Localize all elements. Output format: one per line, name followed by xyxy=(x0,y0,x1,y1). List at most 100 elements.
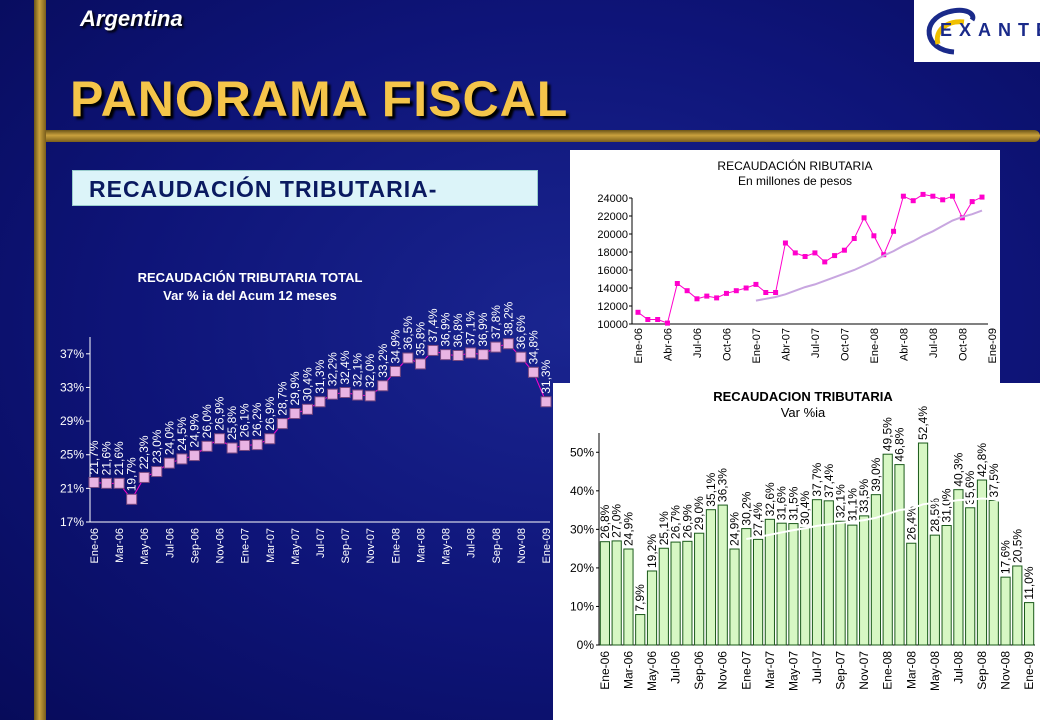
chart3-data-label: 29,0% xyxy=(692,496,706,530)
chart1-point xyxy=(264,433,276,445)
chart3-data-label: 31,6% xyxy=(775,486,789,520)
chart1-x-tick-label: Sep-08 xyxy=(491,528,503,563)
chart3-x-tick-label: Jul-06 xyxy=(669,651,683,684)
chart1-y-tick-label: 17% xyxy=(60,515,84,529)
chart3-data-label: 36,3% xyxy=(716,468,730,502)
chart3-y-tick-label: 0% xyxy=(577,638,595,652)
chart2-y-tick-label: 16000 xyxy=(597,265,628,277)
chart2-x-tick-label: Jul-06 xyxy=(692,328,704,358)
chart2-point xyxy=(684,288,690,294)
chart1-point xyxy=(502,338,514,350)
chart1-data-label: 26,2% xyxy=(250,402,264,436)
chart3-data-label: 49,5% xyxy=(881,417,895,451)
country-label: Argentina xyxy=(80,6,183,31)
chart3-x-tick-label: Mar-06 xyxy=(621,651,635,689)
chart3-subtitle: Var %ia xyxy=(781,405,826,420)
chart1-data-label: 23,0% xyxy=(150,429,164,463)
chart3-data-label: 28,5% xyxy=(928,498,942,532)
chart2-y-tick-label: 24000 xyxy=(597,193,628,205)
chart3-data-label: 17,6% xyxy=(999,540,1013,574)
chart1-x-tick-label: Jul-08 xyxy=(466,528,478,558)
chart3-data-label: 40,3% xyxy=(951,452,965,486)
chart2-y-tick-label: 12000 xyxy=(597,301,628,313)
chart2-x-tick-label: Oct-08 xyxy=(957,328,969,361)
chart3-data-label: 27,4% xyxy=(751,502,765,536)
chart2-point xyxy=(900,193,906,199)
chart1-point xyxy=(402,352,414,364)
chart3-bar xyxy=(847,524,858,646)
chart3-bar xyxy=(835,520,846,646)
chart1-y-tick-label: 33% xyxy=(60,380,84,394)
chart2-y-tick-label: 22000 xyxy=(597,211,628,223)
chart3-data-label: 26,4% xyxy=(904,506,918,540)
chart1-point xyxy=(314,396,326,408)
chart1-data-label: 38,2% xyxy=(501,301,515,335)
chart3-bar xyxy=(823,500,834,646)
chart1-data-label: 24,0% xyxy=(162,421,176,455)
chart2-point xyxy=(861,215,867,221)
chart1-point xyxy=(540,396,552,408)
chart1-data-label: 32,4% xyxy=(338,350,352,384)
gold-vertical-bar xyxy=(34,0,46,720)
chart1-point xyxy=(327,388,339,400)
chart2-y-tick-label: 10000 xyxy=(597,319,628,331)
chart3-bar xyxy=(1024,602,1035,646)
chart1-point xyxy=(440,349,452,361)
chart1-point xyxy=(389,365,401,377)
chart1-data-label: 28,7% xyxy=(275,381,289,415)
chart1-point xyxy=(239,439,251,451)
chart3-bar xyxy=(906,542,917,646)
chart3-data-label: 24,9% xyxy=(621,512,635,546)
chart1-x-tick-label: Ene-09 xyxy=(541,528,553,563)
chart1-point xyxy=(427,344,439,356)
chart3-bar xyxy=(752,538,764,646)
chart3-x-tick-label: Mar-07 xyxy=(763,651,777,689)
chart3-data-label: 20,5% xyxy=(1010,529,1024,563)
chart3-data-label: 46,8% xyxy=(892,427,906,461)
chart1-point xyxy=(151,466,163,478)
chart1-point xyxy=(113,477,125,489)
chart2-title: RECAUDACIÓN RIBUTARIA xyxy=(717,158,872,173)
chart2-x-tick-label: Abr-06 xyxy=(662,328,674,361)
chart3-bar xyxy=(1012,565,1023,646)
chart2-point xyxy=(950,193,956,199)
chart3-data-label: 30,4% xyxy=(798,490,812,524)
chart3-data-label: 26,7% xyxy=(669,505,683,539)
chart3-data-label: 7,9% xyxy=(633,584,647,612)
chart3-data-label: 31,0% xyxy=(940,488,954,522)
chart2-x-tick-label: Oct-07 xyxy=(839,328,851,361)
chart-variacion-interanual: RECAUDACION TRIBUTARIA Var %ia 0% 10% 20% 3… xyxy=(553,383,1040,720)
chart3-data-label: 26,9% xyxy=(680,504,694,538)
chart1-point xyxy=(490,341,502,353)
chart1-x-tick-label: Ene-07 xyxy=(240,528,252,563)
chart1-x-tick-label: May-08 xyxy=(441,528,453,565)
chart1-data-label: 34,8% xyxy=(526,330,540,364)
gold-horizontal-bar xyxy=(46,130,1040,142)
chart1-title: RECAUDACIÓN TRIBUTARIA TOTAL xyxy=(138,270,363,285)
chart2-point xyxy=(635,309,641,315)
chart2-point xyxy=(910,198,916,204)
chart3-x-tick-label: Ene-09 xyxy=(1022,651,1036,690)
chart2-point xyxy=(782,240,788,246)
chart3-data-label: 25,1% xyxy=(657,511,671,545)
chart1-point xyxy=(276,418,288,430)
chart2-point xyxy=(930,193,936,199)
chart3-data-label: 33,5% xyxy=(857,479,871,513)
chart3-data-label: 37,5% xyxy=(987,463,1001,497)
chart3-bar xyxy=(635,614,646,646)
chart3-bar xyxy=(870,494,882,646)
chart1-point xyxy=(477,349,489,361)
chart3-bar xyxy=(929,534,940,646)
chart3-bar xyxy=(599,541,610,646)
chart2-trend-line xyxy=(755,209,983,302)
chart3-data-label: 31,1% xyxy=(845,488,859,522)
chart2-x-tick-label: Jul-07 xyxy=(810,328,822,358)
chart2-point xyxy=(694,296,700,302)
chart2-point xyxy=(664,320,670,326)
chart2-x-tick-label: Ene-07 xyxy=(751,328,763,363)
chart1-x-tick-label: Nov-07 xyxy=(365,528,377,563)
chart1-point xyxy=(188,450,200,462)
chart1-x-tick-label: May-07 xyxy=(290,528,302,565)
chart1-data-label: 24,9% xyxy=(187,413,201,447)
chart1-y-tick-label: 21% xyxy=(60,481,84,495)
